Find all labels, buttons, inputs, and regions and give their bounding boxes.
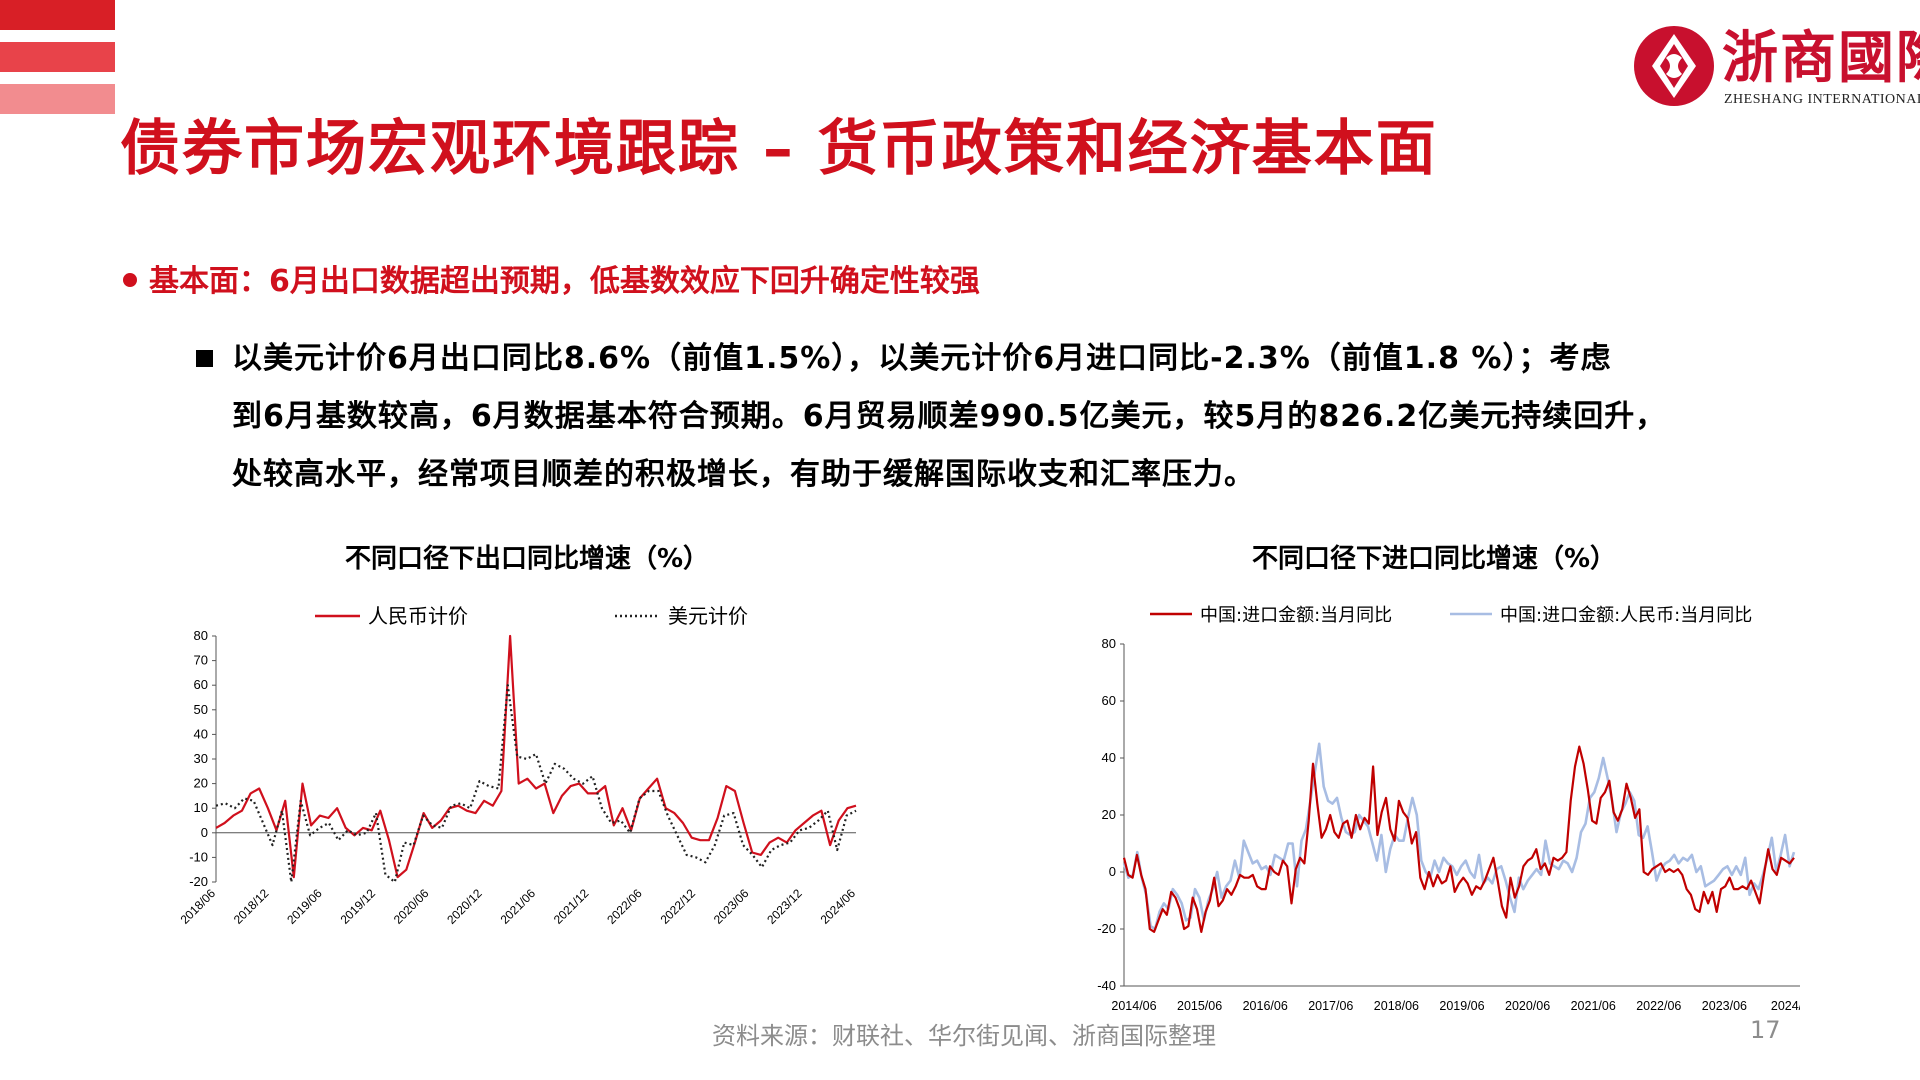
corner-bar-2	[0, 42, 115, 72]
paragraph-line: 以美元计价6月出口同比8.6%（前值1.5%），以美元计价6月进口同比-2.3%…	[232, 341, 1612, 376]
x-tick-label: 2016/06	[1243, 999, 1288, 1013]
logo-subtitle: ZHESHANG INTERNATIONAL	[1724, 92, 1920, 107]
section-heading-text: 基本面：6月出口数据超出预期，低基数效应下回升确定性较强	[149, 264, 980, 299]
legend-label: 人民币计价	[368, 604, 468, 628]
legend-label: 中国:进口金额:当月同比	[1200, 605, 1392, 626]
x-tick-label: 2024/0	[1771, 999, 1800, 1013]
square-bullet-icon	[196, 350, 213, 367]
y-tick-label: 30	[194, 751, 208, 766]
series-line	[1122, 745, 1795, 933]
y-tick-label: -10	[189, 849, 208, 864]
logo-text: 浙商國際	[1722, 25, 1920, 91]
import-chart-title: 不同口径下进口同比增速（%）	[1252, 544, 1617, 574]
x-tick-label: 2021/06	[498, 886, 539, 927]
corner-bar-1	[0, 0, 115, 30]
series-line	[1122, 742, 1796, 931]
y-tick-label: 60	[1102, 693, 1116, 708]
legend-label: 中国:进口金额:人民币:当月同比	[1500, 605, 1752, 626]
import-growth-chart: -40 -20 0 20 40 60 80 2014/06 2015/06 2016/06 2017…	[1097, 605, 1800, 1013]
export-chart-title: 不同口径下出口同比增速（%）	[345, 544, 710, 574]
export-growth-chart: -20 -10 0 10 20 30 40 50 60 70 80 2018/06 2018/12 201…	[178, 604, 859, 927]
y-tick-label: 50	[194, 702, 208, 717]
y-tick-label: 40	[194, 726, 208, 741]
y-tick-label: 40	[1102, 750, 1116, 765]
x-tick-label: 2015/06	[1177, 999, 1222, 1013]
x-tick-label: 2023/12	[764, 886, 805, 927]
y-tick-label: 0	[201, 825, 208, 840]
x-tick-label: 2018/12	[231, 886, 272, 927]
company-logo: 浙商國際 ZHESHANG INTERNATIONAL	[1632, 22, 1920, 112]
x-tick-label: 2019/12	[338, 886, 379, 927]
x-tick-label: 2020/12	[444, 886, 485, 927]
x-tick-label: 2022/06	[604, 886, 645, 927]
x-tick-label: 2019/06	[284, 886, 325, 927]
page-title: 债券市场宏观环境跟踪 – 货币政策和经济基本面	[120, 114, 1438, 184]
x-tick-label: 2018/06	[178, 886, 219, 927]
y-tick-label: 10	[194, 800, 208, 815]
corner-bar-3	[0, 84, 115, 114]
section-heading: 基本面：6月出口数据超出预期，低基数效应下回升确定性较强	[123, 256, 980, 300]
x-tick-label: 2020/06	[1505, 999, 1550, 1013]
paragraph-line: 到6月基数较高，6月数据基本符合预期。6月贸易顺差990.5亿美元，较5月的82…	[232, 399, 1667, 434]
x-tick-label: 2024/06	[818, 886, 859, 927]
y-tick-label: -20	[189, 874, 208, 889]
y-tick-label: 0	[1109, 864, 1116, 879]
page-number: 17	[1750, 1016, 1781, 1044]
y-tick-label: 20	[1102, 807, 1116, 822]
x-tick-label: 2018/06	[1374, 999, 1419, 1013]
paragraph-line: 处较高水平，经常项目顺差的积极增长，有助于缓解国际收支和汇率压力。	[232, 457, 1255, 492]
y-tick-label: 60	[194, 677, 208, 692]
legend-label: 美元计价	[668, 604, 748, 628]
y-tick-label: -40	[1097, 978, 1116, 993]
summary-paragraph: 以美元计价6月出口同比8.6%（前值1.5%），以美元计价6月进口同比-2.3%…	[196, 330, 1836, 504]
bullet-dot-icon	[123, 272, 137, 287]
x-tick-label: 2023/06	[1702, 999, 1747, 1013]
x-tick-label: 2023/06	[711, 886, 752, 927]
x-tick-label: 2020/06	[391, 886, 432, 927]
y-tick-label: 20	[194, 776, 208, 791]
x-tick-label: 2017/06	[1308, 999, 1353, 1013]
logo-emblem-icon	[1634, 26, 1714, 106]
x-tick-label: 2022/06	[1636, 999, 1681, 1013]
y-tick-label: 70	[194, 653, 208, 668]
x-tick-label: 2022/12	[658, 886, 699, 927]
source-note: 资料来源：财联社、华尔街见闻、浙商国际整理	[712, 1022, 1216, 1050]
y-tick-label: -20	[1097, 921, 1116, 936]
x-tick-label: 2014/06	[1111, 999, 1156, 1013]
y-tick-label: 80	[1102, 636, 1116, 651]
x-tick-label: 2019/06	[1439, 999, 1484, 1013]
series-line	[215, 684, 857, 884]
series-line	[215, 634, 857, 879]
x-tick-label: 2021/12	[551, 886, 592, 927]
x-tick-label: 2021/06	[1571, 999, 1616, 1013]
y-tick-label: 80	[194, 628, 208, 643]
